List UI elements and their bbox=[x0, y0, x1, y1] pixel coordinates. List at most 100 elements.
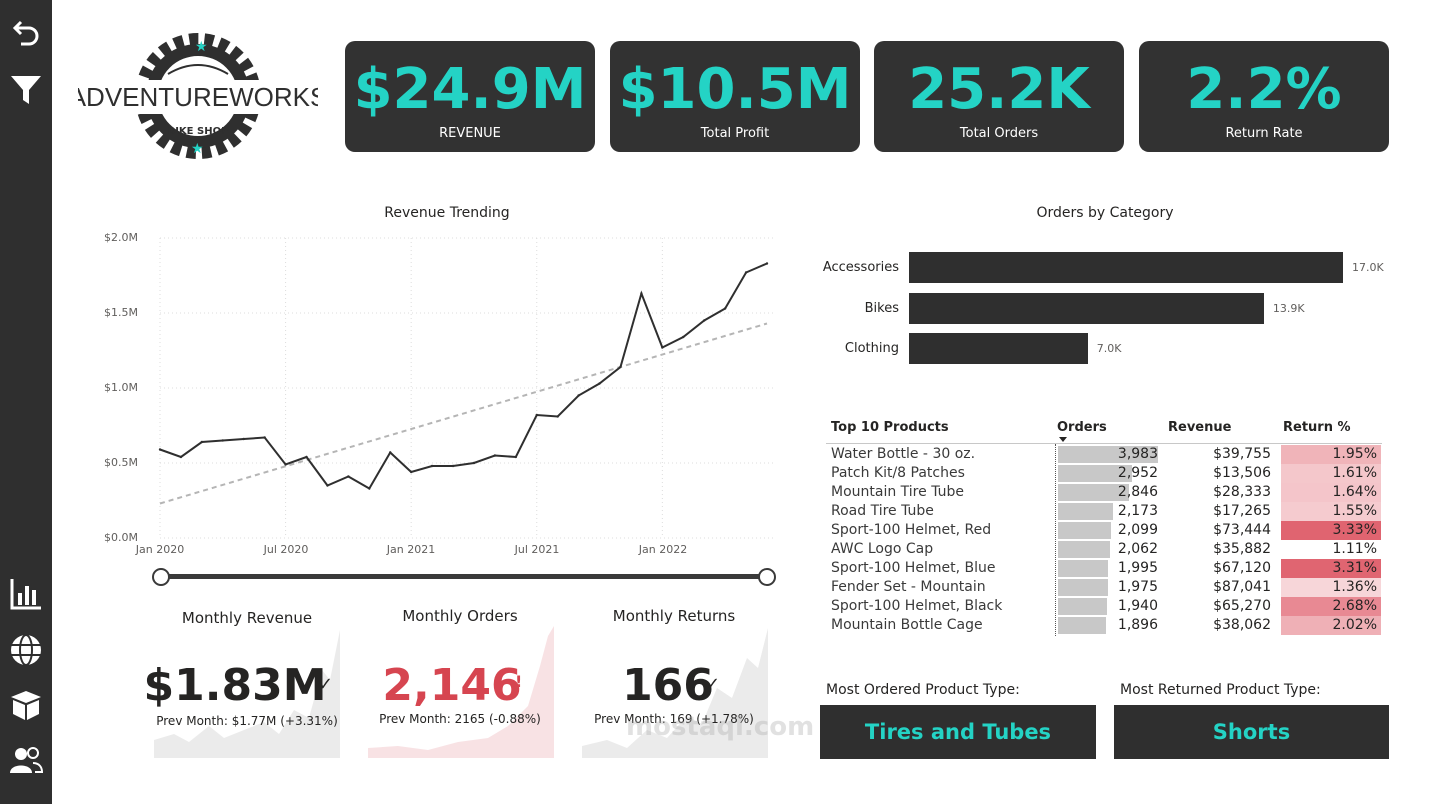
slider-handle-end[interactable] bbox=[758, 568, 776, 586]
revenue-point bbox=[744, 271, 748, 274]
table-header-return[interactable]: Return % bbox=[1283, 420, 1351, 435]
svg-text:★: ★ bbox=[195, 39, 208, 55]
bar-chart-icon[interactable] bbox=[6, 574, 46, 614]
revenue-point bbox=[451, 464, 455, 468]
x-tick-label: Jan 2021 bbox=[386, 543, 436, 556]
monthly-value: 166 bbox=[622, 660, 714, 711]
revenue-value: $35,882 bbox=[1213, 541, 1271, 557]
monthly-returns-sparkline bbox=[582, 628, 768, 758]
check-icon: ✓ bbox=[318, 674, 334, 695]
table-row[interactable]: Mountain Bottle Cage 1,896 $38,062 2.02% bbox=[826, 616, 1382, 635]
revenue-value: $28,333 bbox=[1213, 484, 1271, 500]
table-row[interactable]: Sport-100 Helmet, Red 2,099 $73,444 3.33% bbox=[826, 521, 1382, 540]
alert-icon: ! bbox=[515, 672, 523, 691]
table-row[interactable]: Sport-100 Helmet, Black 1,940 $65,270 2.68% bbox=[826, 597, 1382, 616]
y-tick-label: $1.5M bbox=[104, 306, 138, 319]
table-row[interactable]: Patch Kit/8 Patches 2,952 $13,506 1.61% bbox=[826, 464, 1382, 483]
revenue-point bbox=[200, 440, 204, 444]
kpi-label: Total Profit bbox=[700, 126, 770, 141]
orders-value: 1,940 bbox=[1117, 598, 1158, 614]
monthly-sub: Prev Month: 2165 (-0.88%) bbox=[379, 712, 541, 726]
orders-value: 2,173 bbox=[1117, 503, 1158, 519]
product-name: Patch Kit/8 Patches bbox=[831, 465, 965, 481]
return-value: 1.64% bbox=[1281, 483, 1381, 502]
return-value: 2.02% bbox=[1281, 616, 1381, 635]
revenue-point bbox=[577, 394, 580, 397]
revenue-point bbox=[430, 464, 434, 468]
y-tick-label: $2.0M bbox=[104, 231, 138, 244]
revenue-point bbox=[158, 448, 162, 451]
revenue-point bbox=[640, 292, 643, 295]
table-row[interactable]: Road Tire Tube 2,173 $17,265 1.55% bbox=[826, 502, 1382, 521]
monthly-value: 2,146 bbox=[382, 660, 522, 711]
revenue-point bbox=[221, 439, 224, 442]
most-returned-value: Shorts bbox=[1114, 705, 1389, 759]
return-value: 3.31% bbox=[1281, 559, 1381, 578]
return-value: 1.36% bbox=[1281, 578, 1381, 597]
y-tick-label: $1.0M bbox=[104, 381, 138, 394]
table-row[interactable]: Fender Set - Mountain 1,975 $87,041 1.36% bbox=[826, 578, 1382, 597]
table-header-revenue[interactable]: Revenue bbox=[1168, 420, 1232, 435]
table-header-orders[interactable]: Orders bbox=[1057, 420, 1107, 435]
table-row[interactable]: Mountain Tire Tube 2,846 $28,333 1.64% bbox=[826, 483, 1382, 502]
revenue-value: $17,265 bbox=[1213, 503, 1271, 519]
orders-value: 1,975 bbox=[1117, 579, 1158, 595]
orders-value: 2,846 bbox=[1117, 484, 1158, 500]
table-row[interactable]: Water Bottle - 30 oz. 3,983 $39,755 1.95% bbox=[826, 445, 1382, 464]
monthly-sub: Prev Month: 169 (+1.78%) bbox=[594, 712, 754, 726]
revenue-point bbox=[723, 307, 727, 310]
trend-line bbox=[159, 322, 768, 505]
category-value-label: 13.9K bbox=[1272, 301, 1305, 315]
table-row[interactable]: Sport-100 Helmet, Blue 1,995 $67,120 3.31% bbox=[826, 559, 1382, 578]
return-value: 1.55% bbox=[1281, 502, 1381, 521]
revenue-point bbox=[472, 461, 476, 465]
revenue-value: $39,755 bbox=[1213, 446, 1271, 462]
product-name: Sport-100 Helmet, Blue bbox=[831, 560, 996, 576]
product-name: Road Tire Tube bbox=[831, 503, 934, 519]
revenue-point bbox=[409, 470, 413, 474]
kpi-label: Total Orders bbox=[959, 126, 1039, 141]
category-bar[interactable] bbox=[909, 292, 1264, 324]
revenue-value: $13,506 bbox=[1213, 465, 1271, 481]
orders-databar bbox=[1058, 484, 1130, 501]
kpi-value: 2.2% bbox=[1186, 57, 1342, 122]
orders-databar bbox=[1058, 617, 1106, 634]
slider-handle-start[interactable] bbox=[152, 568, 170, 586]
category-bar[interactable] bbox=[909, 333, 1088, 364]
globe-icon[interactable] bbox=[6, 630, 46, 670]
revenue-point bbox=[661, 346, 664, 349]
revenue-point bbox=[535, 413, 538, 417]
revenue-point bbox=[368, 487, 371, 490]
box-icon[interactable] bbox=[6, 685, 46, 725]
revenue-point bbox=[179, 455, 183, 459]
back-arrow-icon[interactable] bbox=[6, 11, 46, 51]
return-value: 1.61% bbox=[1281, 464, 1381, 483]
return-value: 1.11% bbox=[1281, 540, 1381, 559]
table-row[interactable]: AWC Logo Cap 2,062 $35,882 1.11% bbox=[826, 540, 1382, 559]
revenue-point bbox=[284, 463, 287, 466]
orders-value: 2,952 bbox=[1117, 465, 1158, 481]
x-tick-label: Jul 2021 bbox=[514, 543, 560, 556]
revenue-point bbox=[242, 437, 245, 441]
revenue-point bbox=[305, 455, 308, 459]
kpi-label: Return Rate bbox=[1225, 126, 1303, 141]
revenue-value: $73,444 bbox=[1213, 522, 1271, 538]
y-tick-label: $0.0M bbox=[104, 531, 138, 544]
check-icon: ✓ bbox=[705, 674, 721, 695]
orders-databar bbox=[1058, 522, 1111, 539]
revenue-series-line bbox=[159, 262, 768, 490]
most-ordered-label: Most Ordered Product Type: bbox=[826, 682, 1020, 698]
kpi-card-orders: 25.2K Total Orders bbox=[874, 41, 1124, 152]
product-name: Fender Set - Mountain bbox=[831, 579, 986, 595]
orders-value: 1,995 bbox=[1117, 560, 1158, 576]
table-header-product[interactable]: Top 10 Products bbox=[831, 420, 949, 435]
users-icon[interactable] bbox=[6, 740, 46, 780]
category-label: Clothing bbox=[844, 341, 899, 356]
revenue-point bbox=[619, 365, 622, 369]
top-products-table: Top 10 Products Orders Revenue Return % … bbox=[826, 416, 1382, 638]
filter-icon[interactable] bbox=[6, 70, 46, 110]
sort-desc-icon bbox=[1059, 437, 1067, 442]
date-range-slider[interactable] bbox=[152, 568, 776, 586]
revenue-value: $65,270 bbox=[1213, 598, 1271, 614]
category-bar[interactable] bbox=[909, 252, 1343, 283]
